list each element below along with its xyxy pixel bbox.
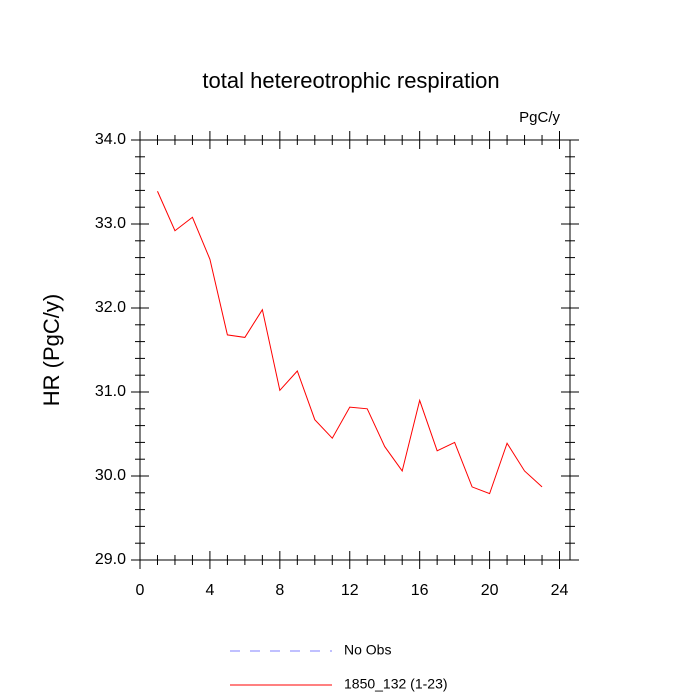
plot-frame: [139, 139, 571, 561]
y-tick-label: 32.0: [95, 299, 126, 316]
chart-title: total hetereotrophic respiration: [202, 68, 499, 93]
units-label: PgC/y: [519, 109, 560, 126]
y-tick-label: 31.0: [95, 383, 126, 400]
x-tick-label: 4: [205, 582, 214, 599]
x-tick-label: 0: [136, 582, 145, 599]
legend-label: 1850_132 (1-23): [344, 676, 448, 692]
y-tick-label: 30.0: [95, 467, 126, 484]
data-line: [157, 191, 543, 495]
x-tick-label: 24: [551, 582, 569, 599]
x-tick-label: 12: [341, 582, 359, 599]
y-tick-label: 34.0: [95, 131, 126, 148]
x-tick-label: 8: [275, 582, 284, 599]
y-axis-label: HR (PgC/y): [39, 294, 64, 406]
y-tick-label: 33.0: [95, 215, 126, 232]
legend-label: No Obs: [344, 642, 391, 658]
x-tick-label: 20: [481, 582, 499, 599]
y-tick-label: 29.0: [95, 551, 126, 568]
x-tick-label: 16: [411, 582, 429, 599]
